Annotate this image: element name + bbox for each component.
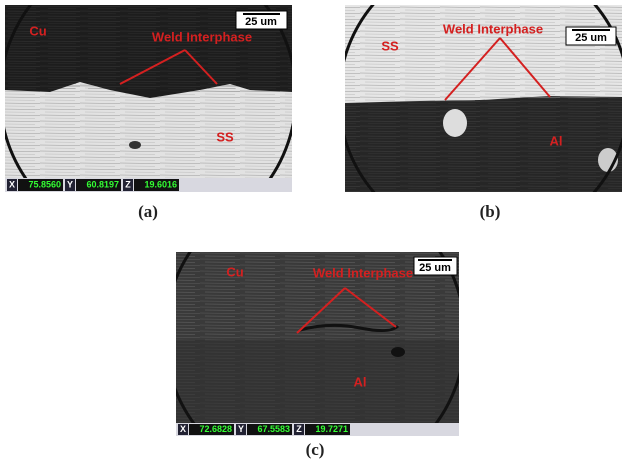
caption: (a) xyxy=(138,202,158,221)
readout-axis-box xyxy=(65,179,75,191)
readout-value-box xyxy=(305,424,350,435)
readout-value: 67.5583 xyxy=(257,424,290,434)
region-label: Cu xyxy=(226,264,243,279)
readout-value-box xyxy=(247,424,292,435)
region-label: Weld Interphase xyxy=(443,21,543,36)
readout-axis-box xyxy=(236,424,246,435)
readout-value: 60.8197 xyxy=(86,179,119,189)
readout-value: 72.6828 xyxy=(199,424,232,434)
readout-value: 19.7271 xyxy=(315,424,348,434)
region-label: Cu xyxy=(29,23,46,38)
micrograph-c xyxy=(176,252,459,436)
region-label: SS xyxy=(381,38,399,53)
region-label: Al xyxy=(550,133,563,148)
readout-axis: Y xyxy=(238,424,244,434)
readout-axis: Z xyxy=(125,179,131,189)
readout-value-box xyxy=(18,179,63,191)
micrograph-b xyxy=(345,5,622,192)
readout-value-box xyxy=(76,179,121,191)
readout-axis-box xyxy=(123,179,133,191)
readout-value: 75.8560 xyxy=(28,179,61,189)
readout-axis: Z xyxy=(296,424,302,434)
region-label: SS xyxy=(216,129,234,144)
readout-value-box xyxy=(134,179,179,191)
readout-axis: X xyxy=(180,424,186,434)
region-label: Al xyxy=(354,374,367,389)
caption: (b) xyxy=(480,202,501,221)
readout-axis: Y xyxy=(67,179,73,189)
readout-axis: X xyxy=(9,179,15,189)
scale-bar-label: 25 um xyxy=(575,32,607,44)
readout-axis-box xyxy=(178,424,188,435)
readout-axis-box xyxy=(7,179,17,191)
region-label: Weld Interphase xyxy=(152,29,252,44)
region-label: Weld Interphase xyxy=(313,265,413,280)
caption: (c) xyxy=(306,440,325,459)
scale-bar-label: 25 um xyxy=(419,262,451,274)
readout-value-box xyxy=(189,424,234,435)
readout-value: 19.6016 xyxy=(144,179,177,189)
readout-axis-box xyxy=(294,424,304,435)
scale-bar-label: 25 um xyxy=(245,16,277,28)
